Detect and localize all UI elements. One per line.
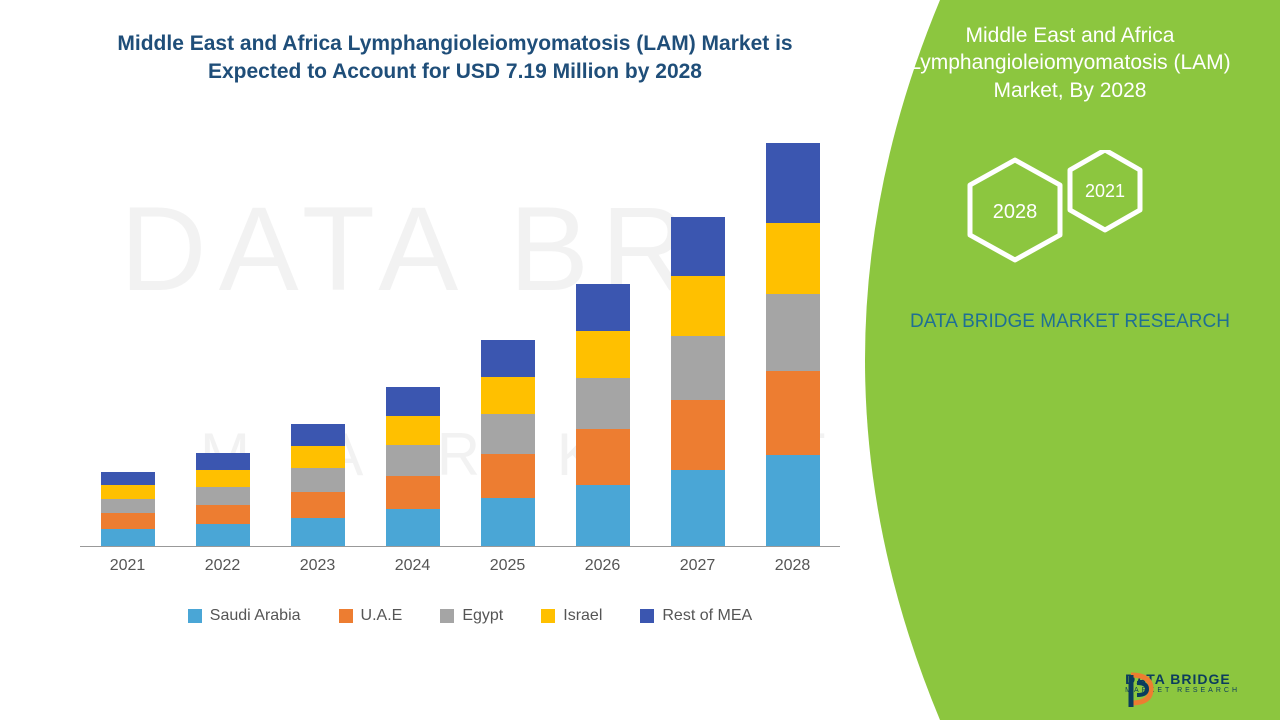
bar-column <box>571 284 635 546</box>
bar-segment <box>766 143 820 223</box>
bar-segment <box>576 429 630 485</box>
legend-label: Saudi Arabia <box>210 607 301 625</box>
bar-segment <box>196 487 250 505</box>
legend-swatch <box>640 609 654 623</box>
chart-legend: Saudi Arabia U.A.E Egypt Israel Rest of MEA <box>90 607 850 625</box>
legend-item: Egypt <box>440 607 503 625</box>
bar-segment <box>291 492 345 518</box>
legend-label: Egypt <box>462 607 503 625</box>
bar-segment <box>196 453 250 470</box>
legend-label: Israel <box>563 607 602 625</box>
bar-segment <box>101 499 155 514</box>
bar-segment <box>196 524 250 545</box>
bar-segment <box>481 414 535 454</box>
legend-swatch <box>541 609 555 623</box>
bar-segment <box>291 424 345 446</box>
legend-label: U.A.E <box>361 607 403 625</box>
side-panel: Middle East and Africa Lymphangioleiomyo… <box>870 0 1280 720</box>
hexagon-group: 2028 2021 <box>960 150 1160 300</box>
bar-segment <box>196 505 250 525</box>
bar-segment <box>481 340 535 377</box>
x-axis-label: 2021 <box>96 557 160 575</box>
bar-segment <box>481 498 535 546</box>
bar-segment <box>481 377 535 414</box>
logo-icon <box>1125 671 1157 707</box>
bar-segment <box>386 387 440 416</box>
legend-item: Israel <box>541 607 602 625</box>
hexagon-big-label: 2028 <box>993 201 1038 223</box>
legend-label: Rest of MEA <box>662 607 752 625</box>
bar-segment <box>576 378 630 430</box>
bar-segment <box>386 416 440 445</box>
bar-segment <box>576 284 630 331</box>
bar-segment <box>671 336 725 400</box>
legend-item: Saudi Arabia <box>188 607 301 625</box>
bar-segment <box>101 485 155 498</box>
stacked-bar-chart: 20212022202320242025202620272028 <box>80 127 840 547</box>
bar-column <box>381 387 445 546</box>
hexagon-small-label: 2021 <box>1085 181 1125 201</box>
bar-segment <box>196 470 250 487</box>
bar-segment <box>291 468 345 492</box>
bar-segment <box>101 513 155 529</box>
legend-item: U.A.E <box>339 607 403 625</box>
bar-segment <box>576 331 630 378</box>
bar-column <box>761 143 825 546</box>
x-axis-label: 2024 <box>381 557 445 575</box>
bar-column <box>96 472 160 546</box>
legend-swatch <box>339 609 353 623</box>
bar-segment <box>766 294 820 371</box>
bar-segment <box>291 518 345 546</box>
bar-segment <box>671 400 725 470</box>
brand-logo: DATA BRIDGE MARKET RESEARCH <box>1125 671 1240 694</box>
bar-segment <box>766 223 820 294</box>
chart-panel: Middle East and Africa Lymphangioleiomyo… <box>0 0 870 720</box>
bar-segment <box>481 454 535 498</box>
legend-swatch <box>440 609 454 623</box>
bar-column <box>191 453 255 545</box>
chart-title: Middle East and Africa Lymphangioleiomyo… <box>105 30 805 87</box>
bar-segment <box>766 455 820 546</box>
bar-segment <box>671 276 725 335</box>
bar-segment <box>386 476 440 510</box>
bar-segment <box>671 470 725 546</box>
bar-segment <box>766 371 820 455</box>
bar-column <box>286 424 350 546</box>
x-axis-label: 2028 <box>761 557 825 575</box>
bar-segment <box>291 446 345 468</box>
legend-swatch <box>188 609 202 623</box>
x-axis-label: 2027 <box>666 557 730 575</box>
bar-column <box>666 217 730 546</box>
bar-segment <box>386 445 440 476</box>
x-axis-label: 2022 <box>191 557 255 575</box>
bar-segment <box>101 472 155 485</box>
bar-segment <box>386 509 440 545</box>
legend-item: Rest of MEA <box>640 607 752 625</box>
x-axis-label: 2025 <box>476 557 540 575</box>
bar-column <box>476 340 540 545</box>
x-axis-label: 2026 <box>571 557 635 575</box>
side-panel-title: Middle East and Africa Lymphangioleiomyo… <box>880 22 1260 104</box>
side-panel-subtitle: DATA BRIDGE MARKET RESEARCH <box>880 310 1260 335</box>
bar-segment <box>576 485 630 545</box>
x-axis-label: 2023 <box>286 557 350 575</box>
bar-segment <box>101 529 155 546</box>
bar-segment <box>671 217 725 276</box>
green-leaf-shape: Middle East and Africa Lymphangioleiomyo… <box>850 0 1280 720</box>
